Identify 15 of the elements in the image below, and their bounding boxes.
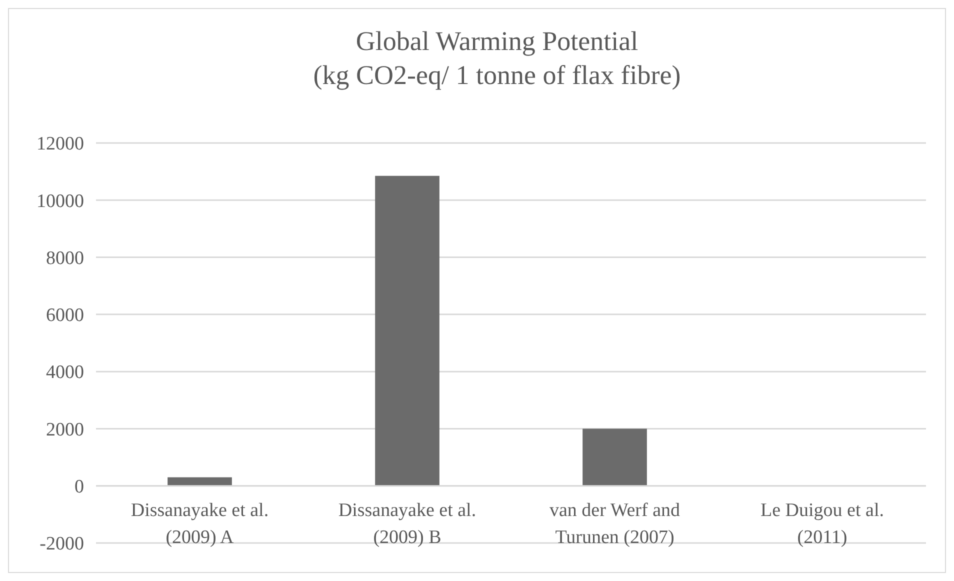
y-tick-label: 6000 (46, 305, 84, 326)
y-tick-label: 4000 (46, 362, 84, 384)
y-tick-label: 10000 (36, 190, 84, 212)
y-tick-label: 0 (74, 476, 84, 498)
bar (582, 428, 647, 486)
bar (375, 176, 440, 486)
chart-title: Global Warming Potential (kg CO2-eq/ 1 tonne of flax fibre) (313, 26, 681, 90)
x-tick-label: Dissanayake et al. (2009) A (130, 500, 269, 548)
y-tick-label: 2000 (46, 419, 84, 440)
y-tick-label: 8000 (46, 248, 84, 269)
x-tick-label: Le Duigou et al. (2011) (760, 500, 884, 548)
x-tick-label: van der Werf and Turunen (2007) (549, 500, 681, 548)
y-tick-label: -2000 (40, 534, 84, 555)
y-tick-label: 12000 (36, 134, 84, 155)
x-tick-label: Dissanayake et al. (2009) B (338, 500, 476, 548)
